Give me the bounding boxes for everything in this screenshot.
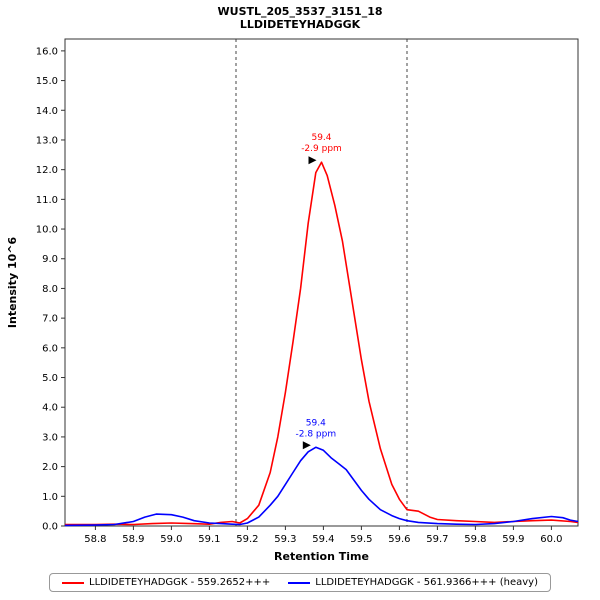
chart-header: WUSTL_205_3537_3151_18 LLDIDETEYHADGGK [0, 0, 600, 31]
svg-text:59.4: 59.4 [306, 418, 326, 428]
svg-text:59.9: 59.9 [502, 534, 524, 545]
legend-entry: LLDIDETEYHADGGK - 559.2652+++ [62, 577, 270, 588]
legend-label: LLDIDETEYHADGGK - 559.2652+++ [89, 577, 271, 588]
svg-text:15.0: 15.0 [36, 76, 58, 87]
svg-text:59.0: 59.0 [160, 534, 182, 545]
svg-text:3.0: 3.0 [42, 432, 58, 443]
svg-text:-2.9 ppm: -2.9 ppm [301, 144, 342, 154]
svg-text:58.9: 58.9 [122, 534, 144, 545]
svg-text:59.4: 59.4 [311, 133, 331, 143]
svg-text:1.0: 1.0 [42, 492, 58, 503]
chart-title: WUSTL_205_3537_3151_18 [217, 5, 383, 18]
svg-text:10.0: 10.0 [36, 225, 58, 236]
legend-label: LLDIDETEYHADGGK - 561.9366+++ (heavy) [315, 577, 538, 588]
svg-text:59.4: 59.4 [312, 534, 334, 545]
svg-text:12.0: 12.0 [36, 165, 58, 176]
svg-text:60.0: 60.0 [540, 534, 562, 545]
svg-text:8.0: 8.0 [42, 284, 58, 295]
svg-text:7.0: 7.0 [42, 314, 58, 325]
svg-text:58.8: 58.8 [84, 534, 106, 545]
chromatogram-plot[interactable]: 58.8 58.9 59.0 59.1 59.2 59.3 59.4 59.5 59.6 59.7… [0, 31, 600, 571]
svg-text:-2.8 ppm: -2.8 ppm [295, 429, 336, 439]
chart-subtitle: LLDIDETEYHADGGK [239, 18, 361, 31]
legend-box: LLDIDETEYHADGGK - 559.2652+++ LLDIDETEYH… [49, 573, 551, 592]
svg-text:59.6: 59.6 [388, 534, 410, 545]
legend-swatch [288, 581, 311, 584]
svg-text:6.0: 6.0 [42, 343, 58, 354]
svg-text:59.1: 59.1 [198, 534, 220, 545]
svg-text:9.0: 9.0 [42, 254, 58, 265]
svg-text:16.0: 16.0 [36, 46, 58, 57]
svg-text:4.0: 4.0 [42, 403, 58, 414]
svg-text:59.8: 59.8 [464, 534, 486, 545]
svg-text:Retention Time: Retention Time [274, 550, 369, 563]
svg-text:13.0: 13.0 [36, 135, 58, 146]
legend: LLDIDETEYHADGGK - 559.2652+++ LLDIDETEYH… [0, 573, 600, 592]
legend-swatch [62, 581, 84, 584]
svg-text:59.5: 59.5 [350, 534, 372, 545]
svg-text:2.0: 2.0 [42, 462, 58, 473]
svg-text:11.0: 11.0 [36, 195, 58, 206]
svg-text:5.0: 5.0 [42, 373, 58, 384]
legend-entry: LLDIDETEYHADGGK - 561.9366+++ (heavy) [288, 577, 538, 588]
svg-text:59.3: 59.3 [274, 534, 296, 545]
svg-text:59.7: 59.7 [426, 534, 448, 545]
svg-text:14.0: 14.0 [36, 106, 58, 117]
svg-text:Intensity 10^6: Intensity 10^6 [6, 237, 19, 329]
svg-text:59.2: 59.2 [236, 534, 258, 545]
svg-text:0.0: 0.0 [42, 522, 58, 533]
